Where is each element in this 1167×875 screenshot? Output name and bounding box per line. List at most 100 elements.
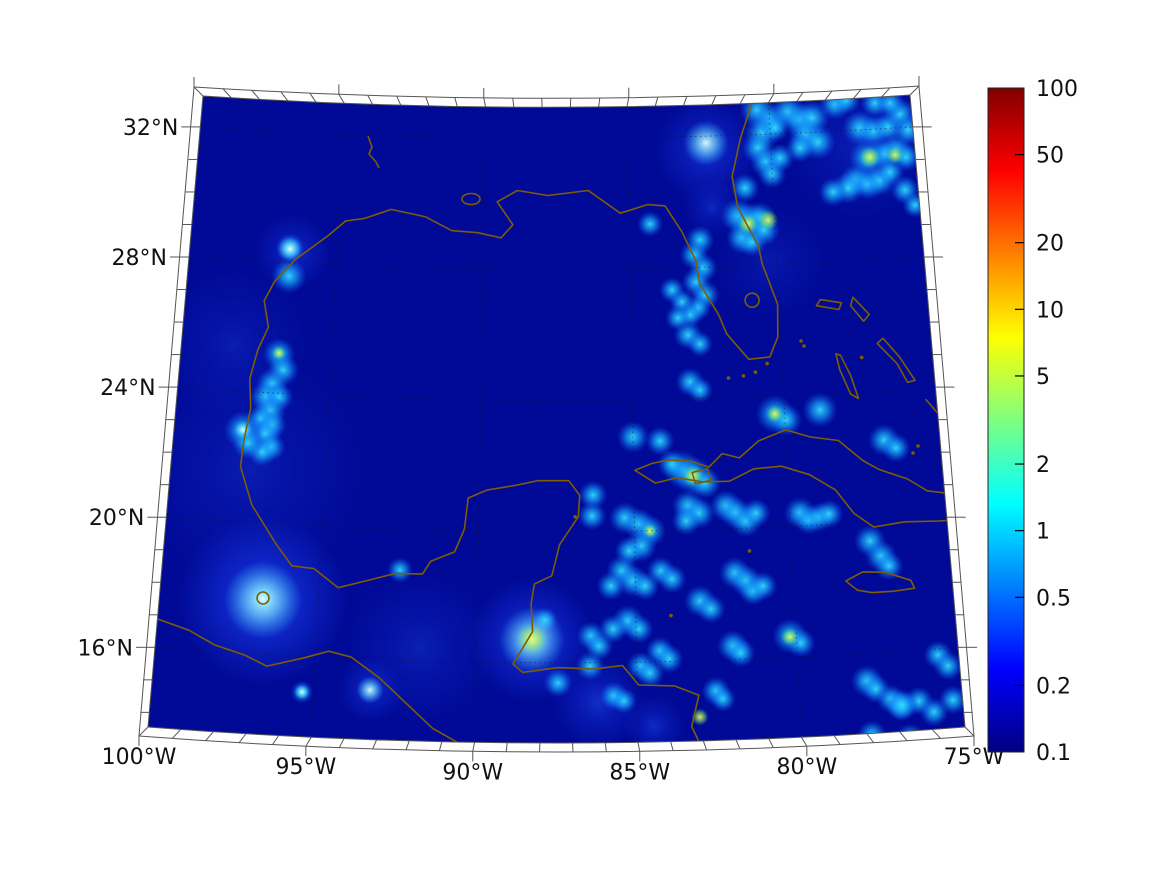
lat-tick-label: 24°N: [100, 376, 155, 401]
frame-minor-tick: [367, 95, 373, 105]
heat-cell: [687, 331, 713, 357]
heat-cell: [902, 192, 928, 218]
islet-dot: [753, 370, 758, 374]
heat-cell: [748, 571, 778, 601]
heat-core: [278, 237, 302, 261]
colorbar-tick-label: 0.5: [1036, 586, 1071, 611]
lake-outline: [461, 192, 481, 206]
heat-cell: [875, 95, 905, 118]
heat-cell: [765, 143, 795, 173]
coastline-path: [239, 100, 779, 467]
heat-glow: [552, 656, 644, 743]
heat-cell: [831, 95, 861, 115]
islet-dot: [799, 339, 803, 343]
heat-cell: [818, 177, 848, 207]
frame-inner-outline: [147, 94, 966, 744]
heat-cell: [271, 258, 307, 294]
heat-cell: [730, 173, 760, 203]
frame-minor-tick: [637, 742, 641, 752]
heat-cell: [814, 499, 844, 529]
heat-cell: [637, 211, 663, 237]
colorbar-tick-label: 2: [1036, 453, 1050, 478]
frame-minor-tick: [405, 740, 410, 751]
heat-peak: [737, 213, 759, 235]
meridian-line: [626, 106, 639, 743]
colorbar-gradient: [987, 87, 1025, 753]
colorbar-tick-label: 50: [1036, 144, 1064, 169]
heat-peak: [272, 346, 286, 360]
island-outline: [256, 591, 270, 605]
heat-peak: [643, 524, 657, 538]
heat-cell: [687, 377, 713, 403]
frame-minor-tick: [454, 97, 458, 107]
frame-minor-tick: [931, 729, 941, 739]
heat-core: [683, 120, 729, 166]
lon-tick-label: 80°W: [776, 755, 837, 780]
frame-minor-tick: [909, 85, 920, 96]
islet-dot: [573, 514, 577, 519]
heat-peak: [757, 209, 779, 231]
frame-minor-tick: [512, 98, 515, 108]
coastline-path: [835, 353, 860, 400]
meridian-line: [310, 103, 345, 738]
islet-dot: [802, 344, 806, 348]
lat-tick-label: 20°N: [89, 506, 144, 531]
heat-glow: [624, 696, 684, 743]
heat-cell: [710, 686, 736, 712]
frame-minor-tick: [425, 96, 430, 107]
frame-minor-tick: [801, 736, 808, 747]
heat-cell: [575, 651, 605, 681]
frame-minor-tick: [683, 96, 688, 106]
lat-tick-label: 32°N: [123, 116, 178, 141]
heat-cell: [578, 480, 608, 510]
islet-dot: [916, 444, 920, 448]
frame-minor-tick: [852, 89, 862, 99]
frame-minor-tick: [824, 90, 833, 101]
frame-minor-tick: [338, 94, 345, 104]
heat-cell: [802, 392, 838, 428]
map-frame: [135, 76, 978, 762]
frame-minor-tick: [251, 90, 260, 100]
heat-peak: [781, 628, 799, 646]
frame-minor-tick: [272, 735, 279, 745]
graticule: [154, 103, 959, 743]
colorbar-tick-label: 100: [1036, 77, 1078, 102]
frame-minor-tick: [438, 741, 443, 751]
frame-minor-tick: [711, 95, 717, 105]
frame-minor-tick: [280, 91, 289, 102]
heat-cell: [741, 498, 771, 528]
heat-cell: [387, 557, 413, 583]
heat-core: [356, 676, 384, 704]
frame-minor-tick: [338, 738, 345, 748]
heat-cell: [696, 594, 726, 624]
frame-minor-tick: [193, 86, 204, 97]
heat-cell: [857, 720, 887, 743]
frame-minor-tick: [305, 736, 312, 747]
heat-peak: [859, 146, 881, 168]
colorbar-tick-label: 0.2: [1036, 674, 1071, 699]
frame-minor-tick: [881, 87, 891, 98]
coastline-path: [239, 466, 700, 742]
frame-minor-tick: [796, 92, 804, 102]
frame-minor-tick: [205, 731, 214, 742]
frame-minor-tick: [372, 739, 378, 750]
lat-tick-label: 28°N: [112, 246, 167, 271]
coastline-path: [849, 296, 870, 323]
islet-dot: [859, 355, 864, 360]
frame-minor-tick: [899, 731, 908, 742]
coastline-path: [154, 617, 458, 743]
heat-core: [234, 421, 252, 439]
heat-cell: [657, 564, 687, 594]
coastline-path: [815, 298, 843, 311]
islet-dot: [765, 361, 769, 366]
frame-minor-tick: [670, 741, 674, 751]
frame-minor-tick: [222, 88, 232, 99]
lon-tick-label: 85°W: [609, 760, 670, 785]
frame-minor-tick: [604, 742, 607, 752]
lon-tick-label: 95°W: [275, 755, 336, 780]
frame-minor-tick: [171, 729, 182, 739]
frame-minor-tick: [396, 95, 402, 106]
colorbar-tick-label: 5: [1036, 365, 1050, 390]
lat-tick-label: 16°N: [77, 636, 132, 661]
colorbar-tick-label: 0.1: [1036, 741, 1071, 766]
